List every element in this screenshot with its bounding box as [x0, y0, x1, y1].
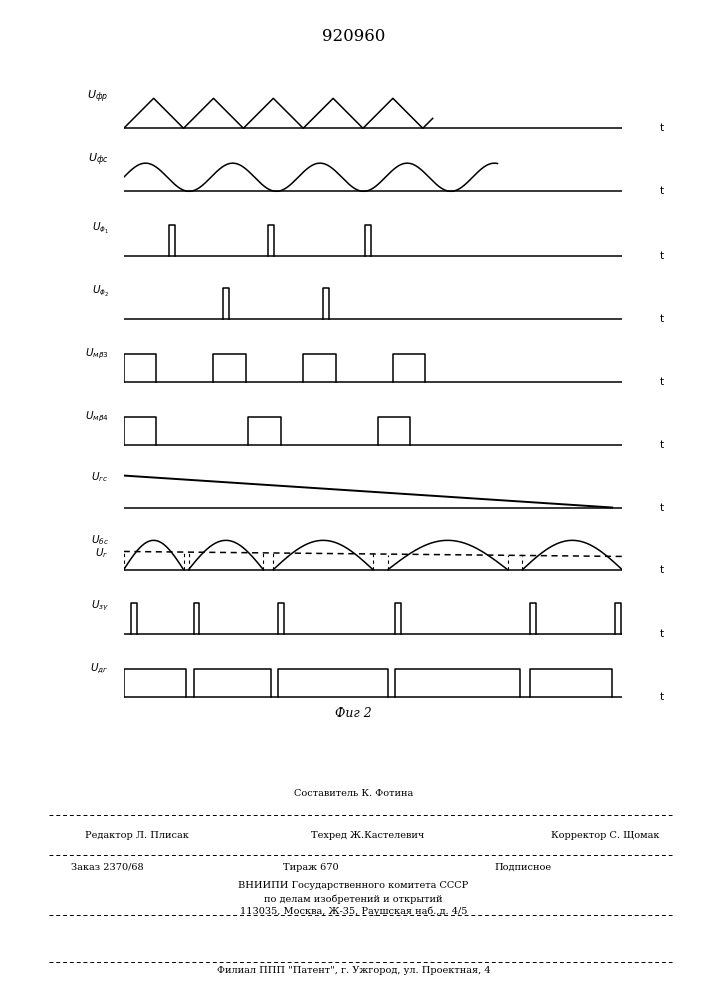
Text: Филиал ППП "Патент", г. Ужгород, ул. Проектная, 4: Филиал ППП "Патент", г. Ужгород, ул. Про…: [216, 966, 491, 975]
Text: t: t: [660, 692, 664, 702]
Text: ВНИИПИ Государственного комитета СССР: ВНИИПИ Государственного комитета СССР: [238, 881, 469, 890]
Text: $U_{фр}$: $U_{фр}$: [88, 89, 109, 105]
Text: $U_{бc}$: $U_{бc}$: [90, 533, 109, 547]
Text: $U_{ϕ_2}$: $U_{ϕ_2}$: [92, 283, 109, 298]
Text: $U_{зγ}$: $U_{зγ}$: [90, 599, 109, 613]
Text: t: t: [660, 565, 664, 575]
Text: $U_{гс}$: $U_{гс}$: [91, 470, 109, 484]
Text: $U_{мβ3}$: $U_{мβ3}$: [85, 347, 109, 361]
Text: t: t: [660, 440, 664, 450]
Text: t: t: [660, 251, 664, 261]
Text: Корректор С. Щомак: Корректор С. Щомак: [551, 830, 660, 840]
Text: $U_{фc}$: $U_{фc}$: [88, 152, 109, 168]
Text: 113035, Москва, Ж-35, Раушская наб.,д. 4/5: 113035, Москва, Ж-35, Раушская наб.,д. 4…: [240, 907, 467, 916]
Text: Подписное: Подписное: [495, 862, 552, 872]
Text: Заказ 2370/68: Заказ 2370/68: [71, 862, 144, 872]
Text: $U_{дг}$: $U_{дг}$: [90, 662, 109, 676]
Text: Составитель К. Фотина: Составитель К. Фотина: [294, 788, 413, 798]
Text: t: t: [660, 123, 664, 133]
Text: t: t: [660, 186, 664, 196]
Text: $U_{мβ4}$: $U_{мβ4}$: [85, 410, 109, 424]
Text: Фиг 2: Фиг 2: [335, 707, 372, 720]
Text: t: t: [660, 629, 664, 639]
Text: по делам изобретений и открытий: по делам изобретений и открытий: [264, 894, 443, 904]
Text: t: t: [660, 503, 664, 513]
Text: Редактор Л. Плисак: Редактор Л. Плисак: [85, 830, 189, 840]
Text: $U_{ϕ_1}$: $U_{ϕ_1}$: [92, 220, 109, 235]
Text: Техред Ж.Кастелевич: Техред Ж.Кастелевич: [311, 830, 424, 840]
Text: Тираж 670: Тираж 670: [283, 862, 339, 872]
Text: t: t: [660, 377, 664, 387]
Text: $U_г$: $U_г$: [95, 546, 109, 560]
Text: 920960: 920960: [322, 28, 385, 45]
Text: t: t: [660, 314, 664, 324]
